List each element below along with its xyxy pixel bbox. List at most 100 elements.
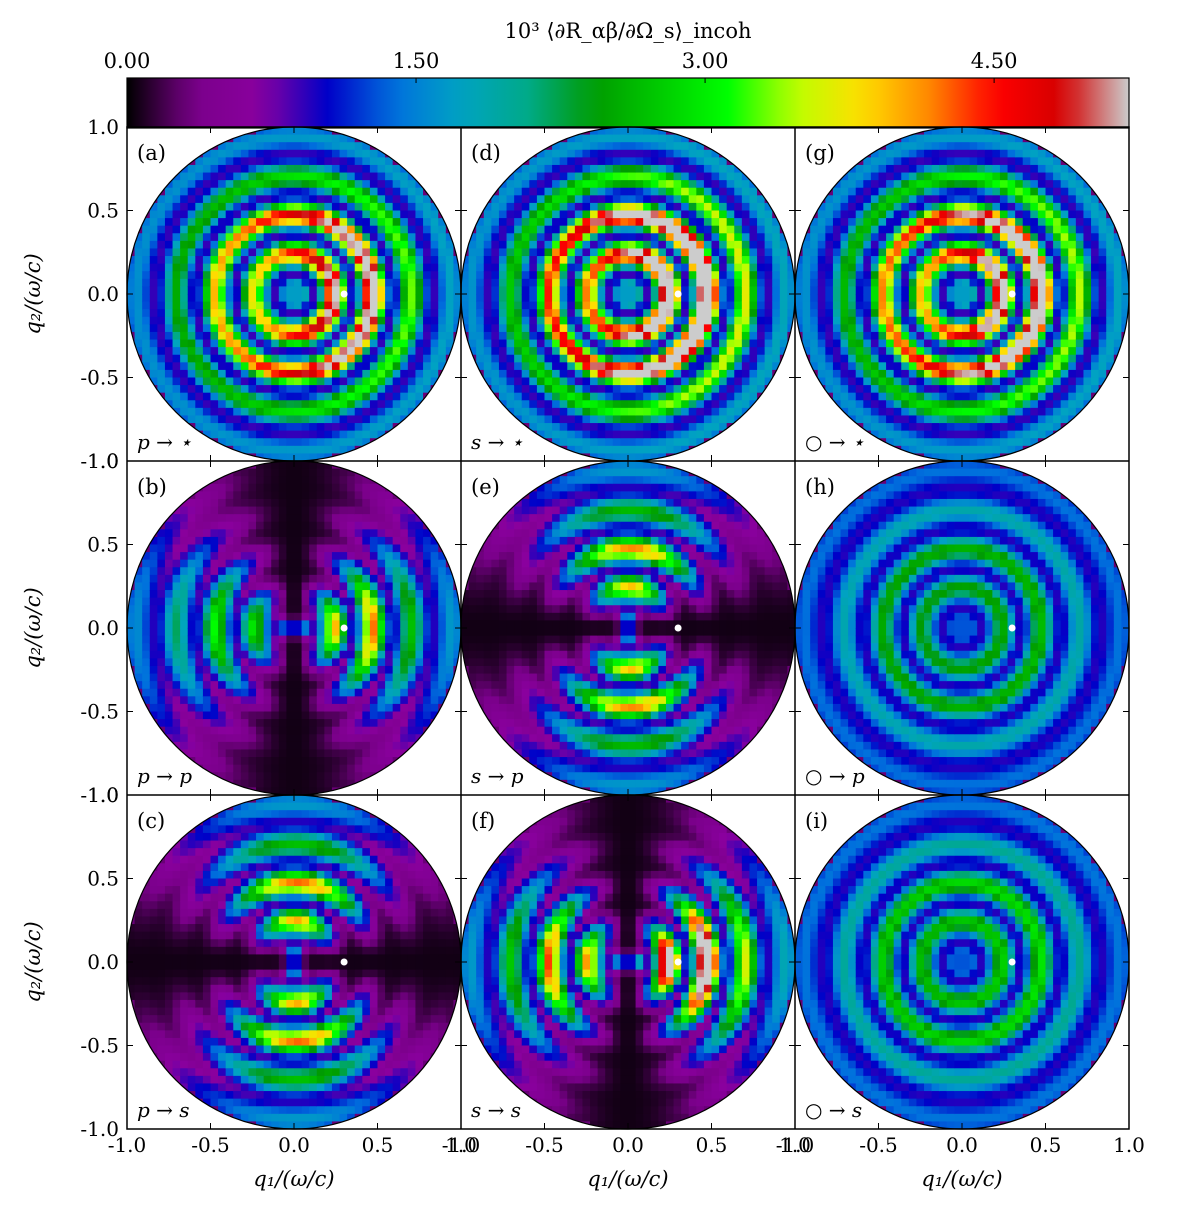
heatmap-cell	[400, 400, 409, 409]
heatmap-cell	[172, 870, 181, 880]
heatmap-cell	[256, 445, 265, 455]
heatmap-cell	[248, 149, 257, 158]
heatmap-cell	[286, 483, 295, 492]
heatmap-cell	[180, 1030, 189, 1039]
heatmap-cell	[392, 1007, 401, 1016]
heatmap-cell	[309, 620, 318, 629]
heatmap-cell	[218, 590, 227, 599]
heatmap-cell	[309, 612, 318, 622]
heatmap-cell	[248, 802, 257, 811]
heatmap-cell	[263, 764, 272, 773]
heatmap-cell	[202, 415, 212, 424]
heatmap-cell	[218, 1053, 227, 1062]
heatmap-cell	[331, 339, 341, 348]
heatmap-cell	[240, 225, 250, 234]
heatmap-cell	[263, 309, 272, 318]
heatmap-cell	[324, 164, 333, 174]
heatmap-cell	[248, 673, 257, 682]
heatmap-cell	[157, 939, 166, 948]
heatmap-cell	[400, 628, 409, 637]
heatmap-cell	[256, 855, 265, 864]
heatmap-cell	[248, 552, 257, 561]
heatmap-cell	[294, 969, 303, 978]
heatmap-cell	[240, 210, 250, 219]
heatmap-cell	[423, 650, 432, 659]
heatmap-cell	[248, 886, 257, 895]
heatmap-cell	[248, 392, 257, 401]
heatmap-cell	[400, 635, 409, 644]
heatmap-cell	[392, 1068, 401, 1077]
heatmap-cell	[309, 673, 318, 682]
heatmap-cell	[218, 407, 227, 417]
heatmap-cell	[385, 1022, 394, 1031]
heatmap-cell	[301, 1030, 310, 1039]
heatmap-cell	[392, 726, 401, 735]
heatmap-cell	[187, 180, 196, 189]
heatmap-cell	[263, 795, 272, 804]
heatmap-cell	[316, 612, 325, 622]
heatmap-cell	[347, 924, 356, 933]
heatmap-cell	[423, 673, 432, 682]
heatmap-cell	[453, 612, 461, 622]
heatmap-cell	[392, 1075, 401, 1085]
heatmap-cell	[127, 977, 136, 986]
heatmap-cell	[218, 294, 227, 303]
heatmap-cell	[430, 514, 439, 523]
heatmap-cell	[240, 514, 250, 523]
heatmap-cell	[362, 498, 371, 508]
heatmap-cell	[362, 650, 371, 659]
heatmap-cell	[278, 848, 288, 857]
heatmap-cell	[316, 362, 325, 371]
heatmap-cell	[301, 969, 310, 978]
heatmap-cell	[430, 180, 439, 189]
heatmap-cell	[263, 779, 272, 789]
heatmap-cell	[164, 870, 174, 880]
heatmap-cell	[369, 195, 379, 204]
heatmap-cell	[271, 711, 280, 720]
heatmap-cell	[407, 597, 417, 606]
heatmap-cell	[362, 757, 371, 766]
heatmap-cell	[202, 218, 212, 227]
heatmap-cell	[309, 506, 318, 515]
heatmap-cell	[187, 354, 196, 363]
heatmap-cell	[316, 278, 325, 288]
heatmap-cell	[149, 263, 158, 272]
heatmap-cell	[149, 650, 158, 659]
heatmap-cell	[172, 316, 181, 325]
heatmap-cell	[362, 218, 371, 227]
heatmap-cell	[240, 673, 250, 682]
heatmap-cell	[423, 316, 432, 325]
heatmap-cell	[347, 681, 356, 690]
heatmap-cell	[331, 1091, 341, 1100]
heatmap-cell	[248, 901, 257, 910]
heatmap-cell	[362, 840, 371, 849]
heatmap-cell	[263, 901, 272, 910]
heatmap-cell	[407, 681, 417, 690]
heatmap-cell	[324, 498, 333, 508]
heatmap-cell	[256, 309, 265, 318]
heatmap-cell	[256, 1068, 265, 1077]
heatmap-cell	[309, 878, 318, 887]
heatmap-cell	[354, 172, 363, 181]
heatmap-cell	[210, 1060, 219, 1069]
heatmap-cell	[347, 1053, 356, 1062]
heatmap-cell	[240, 840, 250, 849]
heatmap-cell	[407, 574, 417, 584]
heatmap-cell	[127, 590, 136, 599]
heatmap-cell	[331, 225, 341, 234]
heatmap-cell	[339, 476, 348, 485]
heatmap-cell	[164, 301, 174, 310]
heatmap-cell	[339, 832, 348, 842]
heatmap-cell	[347, 825, 356, 834]
heatmap-cell	[263, 164, 272, 174]
heatmap-cell	[256, 377, 265, 386]
heatmap-cell	[202, 658, 212, 667]
heatmap-cell	[415, 673, 424, 682]
heatmap-cell	[392, 908, 401, 918]
heatmap-cell	[324, 536, 333, 546]
heatmap-cell	[331, 719, 341, 728]
heatmap-cell	[218, 810, 227, 819]
heatmap-cell	[195, 347, 204, 356]
heatmap-cell	[445, 529, 455, 538]
heatmap-cell	[331, 134, 341, 143]
